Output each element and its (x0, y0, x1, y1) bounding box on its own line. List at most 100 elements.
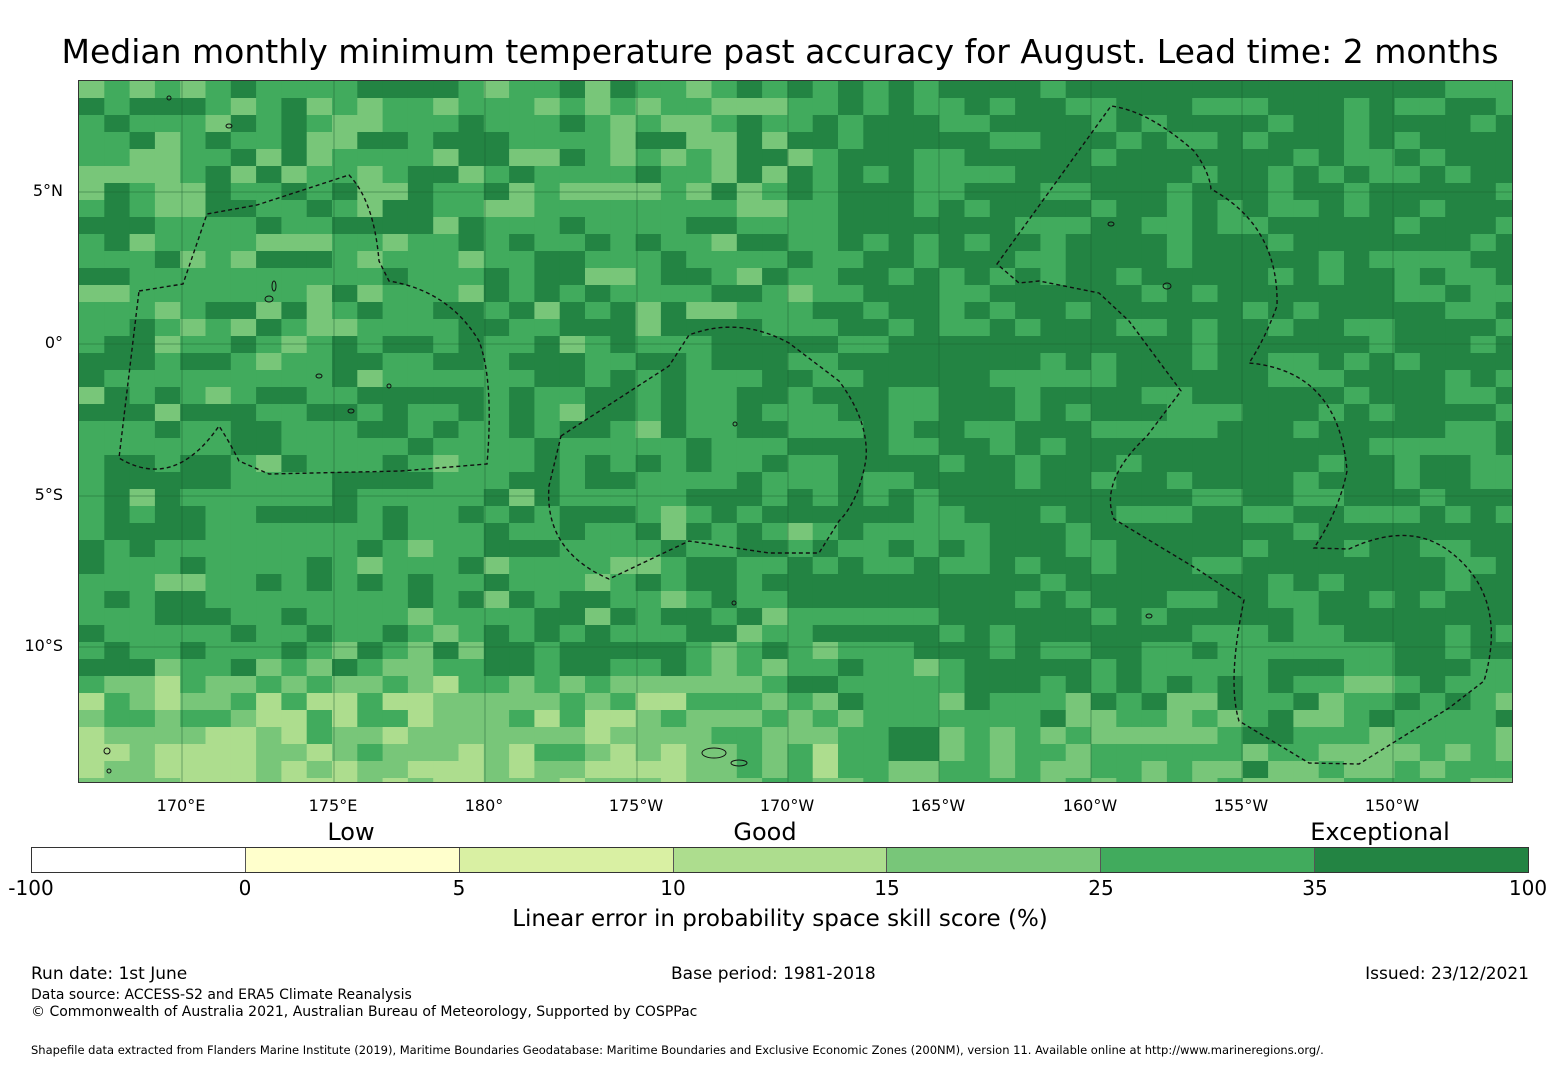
skill-cell (205, 251, 232, 269)
skill-cell (180, 761, 207, 779)
skill-cell (458, 387, 485, 405)
skill-cell (1318, 200, 1345, 218)
skill-cell (1394, 540, 1421, 558)
skill-cell (407, 744, 434, 762)
skill-cell (357, 506, 384, 524)
skill-cell (1141, 727, 1168, 745)
skill-cell (281, 693, 308, 711)
skill-cell (863, 98, 890, 116)
skill-cell (154, 251, 181, 269)
skill-cell (610, 404, 637, 422)
skill-cell (281, 166, 308, 184)
skill-cell (686, 200, 713, 218)
skill-cell (1192, 234, 1219, 252)
skill-cell (382, 506, 409, 524)
skill-cell (1394, 608, 1421, 626)
skill-cell (812, 217, 839, 235)
skill-cell (433, 370, 460, 388)
skill-cell (1065, 506, 1092, 524)
skill-cell (230, 217, 257, 235)
skill-cell (306, 200, 333, 218)
skill-cell (838, 574, 864, 592)
skill-cell (129, 608, 156, 626)
skill-cell (939, 302, 966, 320)
skill-cell (660, 608, 687, 626)
skill-cell (888, 200, 915, 218)
skill-cell (230, 778, 257, 782)
skill-cell (888, 591, 915, 609)
skill-cell (230, 761, 257, 779)
skill-cell (939, 523, 966, 541)
skill-cell (1318, 523, 1345, 541)
skill-cell (1166, 370, 1193, 388)
skill-cell (585, 268, 611, 286)
skill-cell (762, 676, 788, 694)
skill-cell (1015, 455, 1041, 473)
skill-cell (1419, 421, 1446, 439)
skill-cell (1192, 625, 1219, 643)
skill-cell (357, 387, 384, 405)
skill-cell (1217, 710, 1244, 728)
skill-cell (1192, 727, 1219, 745)
skill-cell (812, 115, 839, 133)
skill-cell (1091, 336, 1117, 354)
skill-cell (989, 659, 1016, 677)
skill-cell (458, 778, 485, 782)
skill-cell (736, 149, 763, 167)
skill-cell (256, 489, 282, 507)
skill-cell (686, 557, 713, 575)
skill-cell (610, 370, 637, 388)
skill-cell (1141, 557, 1168, 575)
skill-cell (1116, 574, 1143, 592)
skill-cell (1419, 455, 1446, 473)
skill-cell (1344, 744, 1370, 762)
skill-cell (1166, 642, 1193, 660)
skill-cell (635, 268, 662, 286)
skill-cell (534, 557, 561, 575)
skill-cell (1116, 268, 1143, 286)
skill-cell (1268, 574, 1294, 592)
skill-cell (129, 710, 156, 728)
skill-cell (104, 98, 131, 116)
skill-cell (736, 710, 763, 728)
skill-cell (509, 676, 535, 694)
skill-cell (762, 574, 788, 592)
skill-cell (635, 302, 662, 320)
skill-cell (913, 693, 940, 711)
skill-cell (483, 387, 510, 405)
skill-cell (989, 302, 1016, 320)
skill-cell (1091, 557, 1117, 575)
skill-cell (1192, 217, 1219, 235)
skill-cell (357, 132, 384, 150)
skill-cell (1217, 336, 1244, 354)
skill-cell (559, 149, 586, 167)
skill-cell (1318, 319, 1345, 337)
skill-cell (306, 149, 333, 167)
skill-cell (711, 506, 738, 524)
skill-cell (1065, 217, 1092, 235)
skill-cell (686, 591, 713, 609)
skill-cell (838, 115, 864, 133)
skill-cell (433, 200, 460, 218)
skill-cell (635, 336, 662, 354)
skill-cell (1318, 166, 1345, 184)
skill-cell (913, 608, 940, 626)
skill-cell (736, 693, 763, 711)
skill-cell (838, 404, 864, 422)
skill-cell (79, 166, 105, 184)
eez-boundary-line (996, 105, 1493, 765)
skill-cell (332, 370, 358, 388)
skill-cell (256, 472, 282, 490)
skill-cell (1268, 761, 1294, 779)
skill-cell (382, 608, 409, 626)
skill-cell (357, 744, 384, 762)
skill-cell (711, 319, 738, 337)
skill-cell (1419, 557, 1446, 575)
skill-cell (1344, 370, 1370, 388)
skill-cell (483, 625, 510, 643)
skill-cell (1242, 472, 1269, 490)
skill-cell (1293, 506, 1320, 524)
skill-cell (913, 710, 940, 728)
skill-cell (382, 251, 409, 269)
skill-cell (686, 574, 713, 592)
